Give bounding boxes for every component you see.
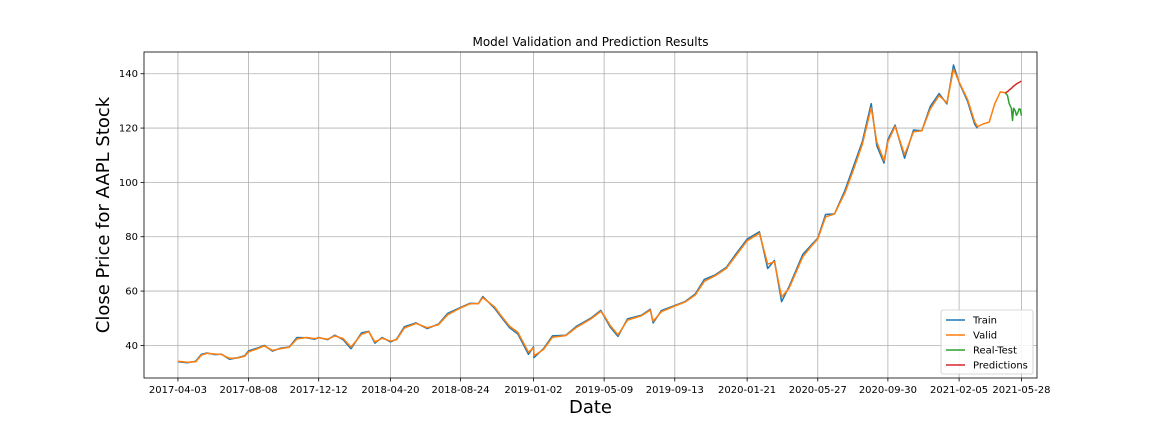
x-tick-label: 2019-05-09 [575,385,633,396]
legend-box [940,309,1034,375]
x-tick-label: 2021-05-28 [992,385,1050,396]
y-axis-title: Close Price for AAPL Stock [93,96,114,333]
legend-label: Predictions [973,361,1028,372]
y-tick-label: 40 [125,341,138,352]
x-tick-label: 2018-08-24 [432,385,490,396]
tick-layer: 2017-04-03 2017-08-08 2017-12-12 2018-04-20… [119,69,1051,396]
y-tick-label: 60 [125,287,138,298]
x-tick-label: 2021-02-05 [930,385,988,396]
x-tick-label: 2020-09-30 [859,385,917,396]
chart-title: Model Validation and Prediction Results [472,35,708,49]
y-tick-label: 120 [119,124,138,135]
series-line-predictions [1004,80,1022,94]
plot-area [144,52,1037,378]
x-tick-label: 2017-12-12 [290,385,348,396]
y-tick-label: 100 [119,178,138,189]
series-layer [177,64,1023,364]
legend-label: Valid [973,331,997,342]
y-tick-label: 140 [119,69,138,80]
x-tick-label: 2020-05-27 [789,385,847,396]
x-tick-label: 2020-01-21 [718,385,776,396]
x-tick-label: 2018-04-20 [361,385,419,396]
legend-label: Train [972,316,997,327]
x-tick-label: 2017-04-03 [149,385,207,396]
legend-label: Real-Test [973,346,1017,357]
legend: Train Valid Real-Test Predictions [940,309,1034,375]
x-tick-label: 2017-08-08 [220,385,278,396]
x-tick-label: 2019-09-13 [646,385,704,396]
y-tick-label: 80 [125,232,138,243]
x-axis-title: Date [569,397,612,418]
series-line-real-test [1004,92,1023,122]
plot-frame [143,51,1038,379]
series-line-valid [177,68,1006,363]
x-tick-label: 2019-01-02 [504,385,562,396]
grid-layer [144,52,1037,378]
